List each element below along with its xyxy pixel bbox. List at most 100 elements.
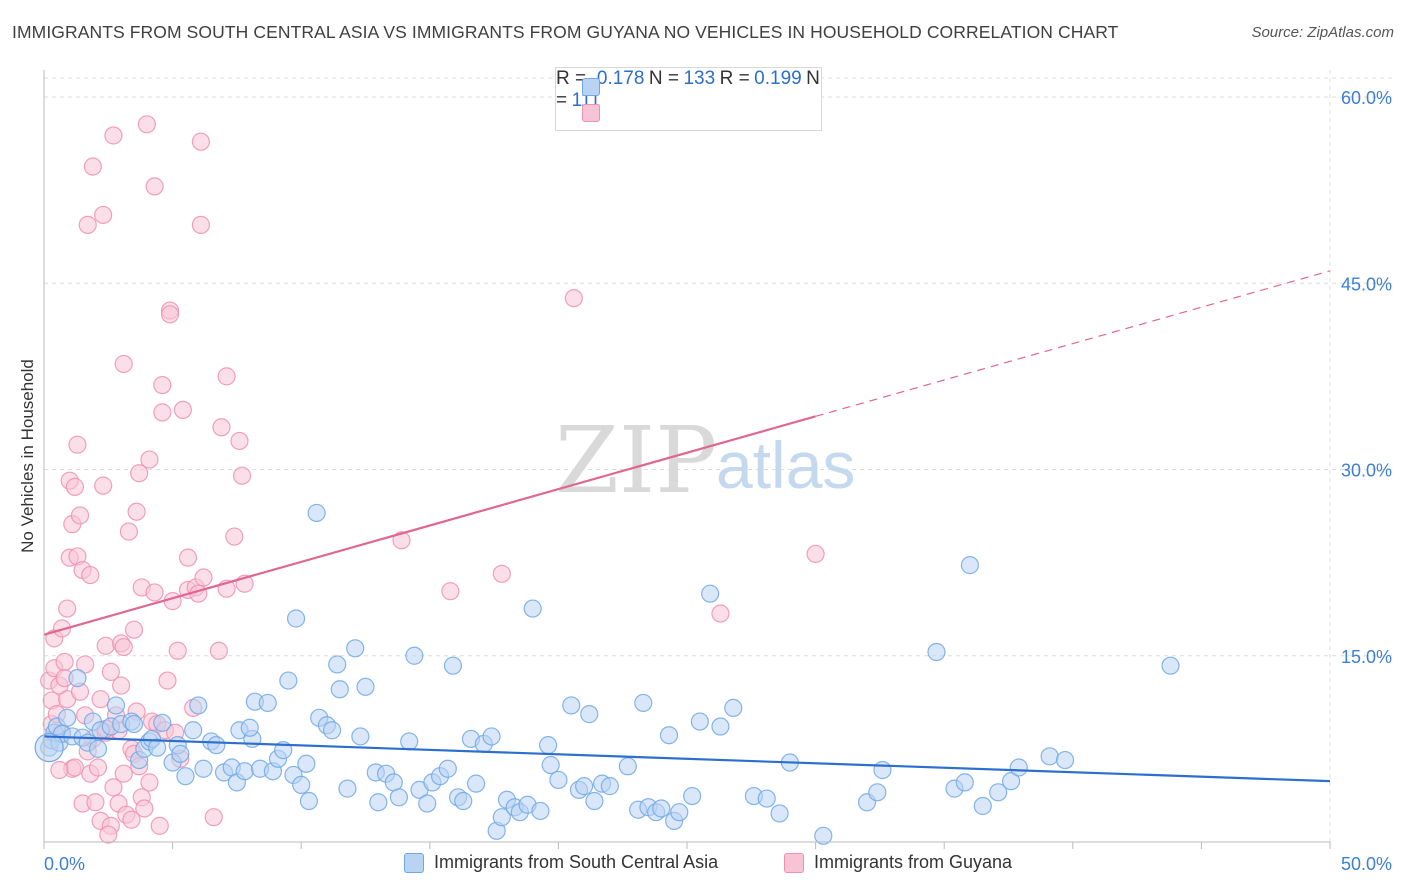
stats-r-label-1: R = bbox=[556, 68, 587, 89]
point-south-central-asia bbox=[124, 714, 144, 734]
point-guyana bbox=[153, 375, 172, 395]
point-guyana bbox=[130, 464, 149, 483]
point-south-central-asia bbox=[701, 584, 720, 603]
point-guyana bbox=[137, 115, 156, 134]
point-guyana bbox=[124, 620, 144, 639]
point-south-central-asia bbox=[443, 656, 463, 675]
legend-swatch-pink bbox=[784, 852, 804, 873]
point-guyana bbox=[112, 676, 131, 695]
point-south-central-asia bbox=[482, 727, 501, 746]
point-guyana bbox=[70, 506, 90, 525]
point-south-central-asia bbox=[106, 696, 126, 715]
point-guyana bbox=[441, 582, 460, 601]
point-guyana bbox=[101, 662, 120, 681]
point-guyana bbox=[173, 400, 192, 419]
trendline-0 bbox=[43, 735, 1331, 783]
point-guyana bbox=[160, 305, 180, 324]
trendline-1-dashed bbox=[815, 270, 1331, 417]
point-south-central-asia bbox=[88, 739, 108, 758]
stats-n-label-1: N = bbox=[648, 68, 679, 89]
legend-label-south-central-asia: Immigrants from South Central Asia bbox=[434, 852, 719, 872]
point-south-central-asia bbox=[600, 777, 619, 796]
point-guyana bbox=[65, 477, 84, 496]
point-guyana bbox=[96, 636, 115, 655]
point-south-central-asia bbox=[539, 736, 558, 755]
point-guyana bbox=[119, 522, 138, 541]
point-guyana bbox=[191, 215, 210, 234]
stats-swatch-pink bbox=[582, 104, 600, 122]
point-south-central-asia bbox=[1001, 772, 1021, 791]
point-guyana bbox=[114, 637, 133, 657]
point-south-central-asia bbox=[466, 774, 486, 793]
stats-legend-box: R = -0.178 N = 133 R = 0.199 N = 111 bbox=[555, 67, 822, 131]
point-south-central-asia bbox=[322, 721, 342, 740]
point-guyana bbox=[212, 418, 231, 437]
point-south-central-asia bbox=[351, 727, 370, 746]
point-south-central-asia bbox=[652, 799, 671, 818]
point-south-central-asia bbox=[438, 759, 457, 778]
point-south-central-asia bbox=[153, 713, 172, 732]
point-south-central-asia bbox=[1040, 747, 1059, 766]
point-south-central-asia bbox=[194, 759, 213, 778]
point-guyana bbox=[153, 403, 172, 422]
y-tick-label: 60.0% bbox=[1341, 88, 1392, 108]
point-guyana bbox=[150, 816, 169, 835]
point-south-central-asia bbox=[258, 693, 277, 713]
point-south-central-asia bbox=[873, 760, 892, 780]
point-south-central-asia bbox=[670, 803, 689, 822]
point-south-central-asia bbox=[1161, 656, 1180, 675]
point-south-central-asia bbox=[549, 770, 568, 790]
legend-item-guyana[interactable]: Immigrants from Guyana bbox=[784, 852, 1012, 873]
point-south-central-asia bbox=[1009, 758, 1028, 777]
point-guyana bbox=[711, 604, 730, 623]
point-south-central-asia bbox=[58, 708, 77, 727]
point-south-central-asia bbox=[389, 788, 409, 807]
grid-layer bbox=[44, 70, 1392, 842]
point-guyana bbox=[50, 760, 69, 780]
point-south-central-asia bbox=[770, 804, 789, 823]
point-guyana bbox=[76, 655, 95, 674]
stats-r-value-2: 0.199 bbox=[754, 68, 802, 89]
point-south-central-asia bbox=[400, 732, 419, 751]
point-guyana bbox=[209, 641, 228, 660]
point-south-central-asia bbox=[148, 738, 167, 757]
point-guyana bbox=[392, 531, 411, 550]
point-guyana bbox=[65, 758, 84, 777]
watermark: ZIP atlas bbox=[555, 407, 855, 514]
point-south-central-asia bbox=[580, 705, 599, 724]
point-guyana bbox=[168, 641, 187, 660]
point-south-central-asia bbox=[757, 789, 776, 808]
point-guyana bbox=[94, 205, 113, 225]
y-tick-label: 45.0% bbox=[1341, 274, 1392, 294]
point-guyana bbox=[564, 289, 583, 308]
point-south-central-asia bbox=[171, 744, 190, 763]
point-south-central-asia bbox=[724, 698, 743, 718]
point-south-central-asia bbox=[328, 655, 347, 674]
point-guyana bbox=[86, 793, 105, 812]
source-credit: Source: ZipAtlas.com bbox=[1251, 24, 1394, 41]
point-south-central-asia bbox=[184, 721, 203, 740]
point-guyana bbox=[158, 671, 177, 690]
point-guyana bbox=[91, 690, 110, 709]
stats-r-value-1: -0.178 bbox=[590, 68, 645, 89]
point-south-central-asia bbox=[299, 791, 319, 811]
watermark-zip: ZIP bbox=[555, 407, 717, 514]
point-guyana bbox=[127, 502, 146, 521]
stats-n-label-2: N = bbox=[556, 68, 820, 111]
point-south-central-asia bbox=[279, 671, 298, 690]
point-guyana bbox=[194, 568, 213, 587]
point-south-central-asia bbox=[68, 668, 87, 688]
point-south-central-asia bbox=[618, 757, 637, 776]
legend-swatch-blue bbox=[404, 852, 424, 873]
point-south-central-asia bbox=[562, 696, 581, 715]
point-south-central-asia bbox=[683, 786, 702, 806]
stats-swatch-blue bbox=[582, 78, 600, 96]
point-south-central-asia bbox=[541, 755, 560, 775]
points-layer bbox=[34, 115, 1180, 845]
point-south-central-asia bbox=[286, 609, 306, 628]
point-guyana bbox=[230, 431, 249, 451]
legend-item-south-central-asia[interactable]: Immigrants from South Central Asia bbox=[404, 852, 718, 873]
stats-n-value-1: 133 bbox=[683, 68, 716, 89]
point-south-central-asia bbox=[711, 717, 730, 736]
point-south-central-asia bbox=[868, 783, 887, 802]
